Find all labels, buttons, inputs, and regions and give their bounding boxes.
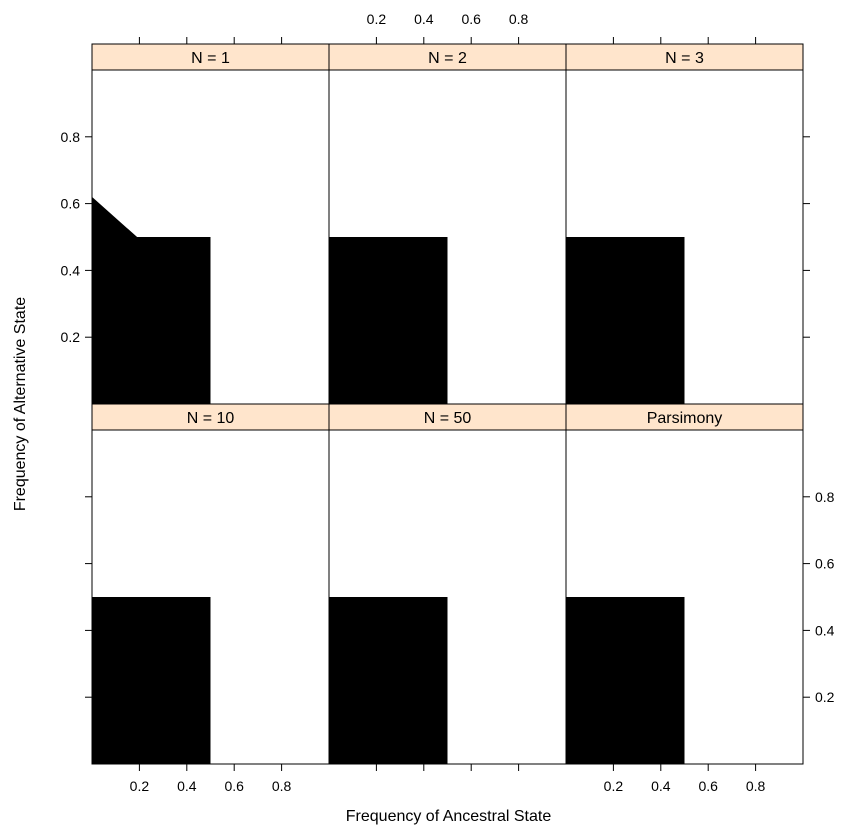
x-tick-label-bottom-0-2: 0.6 [224,778,244,794]
panel-1-strip-label: N = 1 [191,50,230,67]
y-tick-label-left-0: 0.2 [61,329,81,345]
panel-6-strip [565,403,804,431]
panels-layer: N = 1 N = 2 N = 3 N = 10 N = 50 Parsimony [91,43,804,765]
panel-4: N = 10 [91,403,330,765]
panel-2-strip [328,43,567,71]
x-tick-label-bottom-0-3: 0.8 [272,778,292,794]
panel-6: Parsimony [565,403,804,765]
x-tick-label-bottom-2-0: 0.2 [604,778,624,794]
panel-3-strip [565,43,804,71]
x-tick-label-top-1: 0.4 [414,11,434,27]
panel-1-strip [91,43,330,71]
axes-layer: 0.2 0.4 0.6 0.8 0.2 0.4 0.6 0.8 0.2 0.4 0.6 0.8 0.2 0… [61,11,835,794]
y-tick-label-right-2: 0.6 [815,556,835,572]
x-tick-label-bottom-2-1: 0.4 [651,778,671,794]
x-tick-label-top-2: 0.6 [461,11,481,27]
panel-6-strip-label: Parsimony [647,410,723,427]
y-tick-label-left-3: 0.8 [61,129,81,145]
panel-6-border [565,429,804,765]
panel-1-region-2 [92,196,211,278]
y-tick-label-left-1: 0.4 [61,262,81,278]
x-tick-label-bottom-2-3: 0.8 [746,778,766,794]
panel-5-region-1 [329,597,448,764]
x-tick-label-bottom-0-1: 0.4 [177,778,197,794]
y-axis-title: Frequency of Alternative State [12,297,29,511]
panel-3-region-1 [566,237,685,404]
panel-2-strip-label: N = 2 [428,50,467,67]
x-tick-label-bottom-0-0: 0.2 [130,778,150,794]
x-tick-label-top-3: 0.8 [509,11,529,27]
y-tick-label-right-3: 0.8 [815,489,835,505]
panel-3: N = 3 [565,43,804,405]
panel-1-region-1 [92,237,211,404]
panel-5: N = 50 [328,403,567,765]
panel-2: N = 2 [328,43,567,405]
panel-4-strip-label: N = 10 [187,410,235,427]
y-tick-label-right-1: 0.4 [815,622,835,638]
panel-6-region-1 [566,597,685,764]
panel-5-strip-label: N = 50 [424,410,472,427]
panel-5-strip [328,403,567,431]
panel-4-region-1 [92,597,211,764]
panel-2-region-1 [329,237,448,404]
y-tick-label-left-2: 0.6 [61,196,81,212]
x-tick-label-top-0: 0.2 [367,11,387,27]
x-axis-title: Frequency of Ancestral State [346,808,552,825]
x-tick-label-bottom-2-2: 0.6 [698,778,718,794]
panel-1: N = 1 [91,43,330,405]
y-tick-label-right-0: 0.2 [815,689,835,705]
panel-3-strip-label: N = 3 [665,50,704,67]
